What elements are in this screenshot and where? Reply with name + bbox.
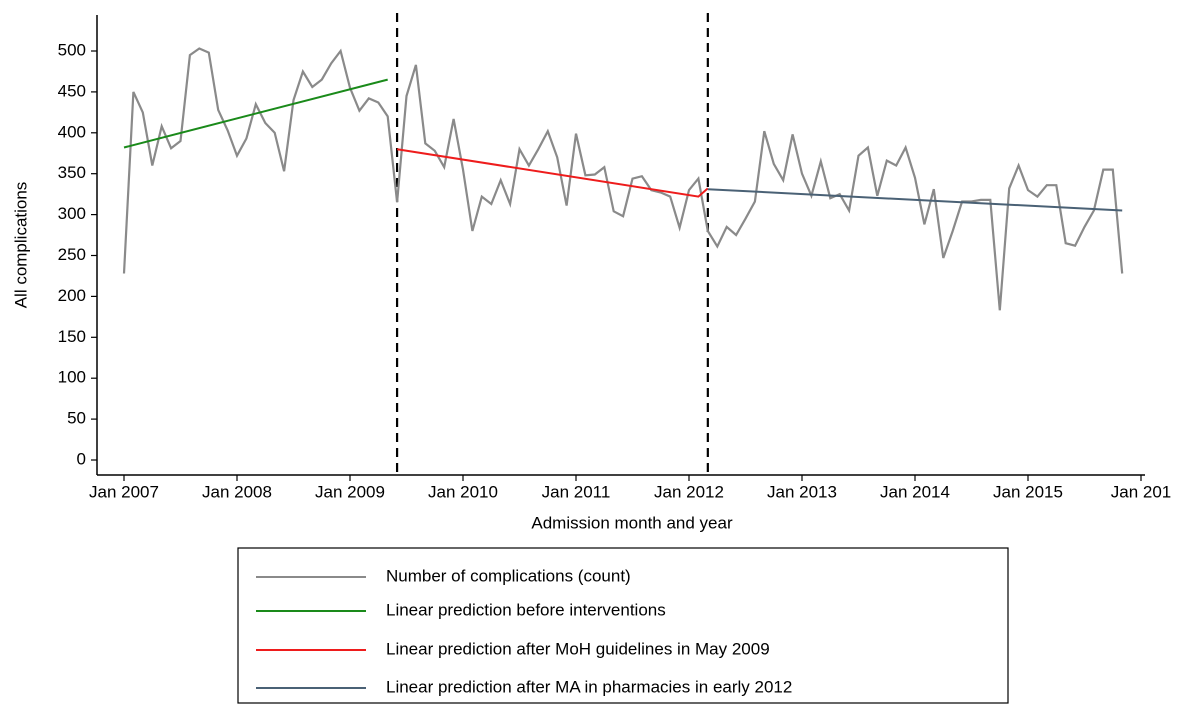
legend-label: Linear prediction after MoH guidelines i… — [386, 639, 770, 658]
y-tick-label: 150 — [58, 327, 86, 346]
x-tick-label: Jan 2012 — [654, 482, 724, 501]
legend-box — [237, 547, 1009, 704]
y-axis-label: All complications — [11, 182, 30, 309]
y-tick-label: 400 — [58, 122, 86, 141]
y-tick-label: 500 — [58, 40, 86, 59]
x-tick-label: Jan 2008 — [202, 482, 272, 501]
x-axis-label: Admission month and year — [531, 513, 733, 532]
x-tick-label: Jan 2007 — [89, 482, 159, 501]
legend-label: Number of complications (count) — [386, 566, 631, 585]
series-line — [707, 188, 1123, 212]
x-tick-label: Jan 2009 — [315, 482, 385, 501]
y-tick-label: 50 — [67, 409, 86, 428]
x-tick-label: Jan 2015 — [993, 482, 1063, 501]
y-tick-label: 200 — [58, 286, 86, 305]
y-tick-label: 250 — [58, 245, 86, 264]
legend-label: Linear prediction after MA in pharmacies… — [386, 677, 792, 696]
series-line — [123, 78, 388, 149]
legend-label: Linear prediction before interventions — [386, 600, 666, 619]
y-tick-label: 350 — [58, 163, 86, 182]
y-tick-label: 100 — [58, 368, 86, 387]
y-tick-label: 300 — [58, 204, 86, 223]
series-line — [122, 47, 1124, 311]
y-tick-label: 450 — [58, 81, 86, 100]
x-tick-label: Jan 2013 — [767, 482, 837, 501]
x-tick-label: Jan 2014 — [880, 482, 950, 501]
series-line — [396, 148, 709, 198]
x-tick-label: Jan 201 — [1111, 482, 1172, 501]
x-tick-label: Jan 2010 — [428, 482, 498, 501]
x-tick-label: Jan 2011 — [542, 482, 611, 501]
y-tick-label: 0 — [77, 449, 86, 468]
